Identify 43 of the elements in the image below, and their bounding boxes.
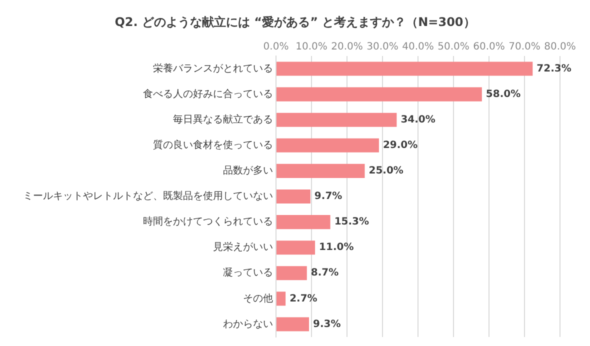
- y-tick-label: 質の良い食材を使っている: [153, 139, 273, 152]
- data-label: 29.0%: [382, 140, 418, 152]
- x-tick-label: 30.0%: [366, 42, 398, 53]
- y-tick-label: ミールキットやレトルトなど、既製品を使用していない: [23, 190, 273, 202]
- y-tick-label: 見栄えがいい: [213, 241, 273, 254]
- data-label: 34.0%: [400, 114, 436, 126]
- data-label: 58.0%: [486, 88, 521, 100]
- y-tick-label: その他: [243, 292, 273, 304]
- data-label: 25.0%: [368, 166, 404, 177]
- x-tick-label: 10.0%: [296, 42, 328, 53]
- data-label: 11.0%: [319, 242, 354, 254]
- y-tick-label: 品数が多い: [223, 164, 273, 177]
- data-label: 9.3%: [313, 318, 341, 330]
- bar: [276, 317, 310, 332]
- bar: [276, 189, 310, 204]
- data-label: 72.3%: [536, 63, 572, 74]
- x-tick-label: 20.0%: [331, 42, 363, 53]
- y-tick-label: 食べる人の好みに合っている: [143, 88, 273, 100]
- y-tick-label: 凝っている: [223, 266, 273, 279]
- x-tick-label: 80.0%: [544, 42, 576, 53]
- data-label: 9.7%: [314, 191, 342, 202]
- chart-title: Q2. どのような献立には “愛がある” と考えますか？（N=300）: [114, 14, 476, 31]
- bar: [276, 240, 316, 255]
- data-label: 8.7%: [310, 268, 339, 279]
- bar: [276, 62, 533, 76]
- y-tick-label: 毎日異なる献立である: [173, 113, 273, 126]
- data-label: 2.7%: [290, 293, 318, 304]
- y-tick-label: わからない: [223, 318, 273, 330]
- x-tick-label: 60.0%: [473, 42, 505, 53]
- bar: [276, 164, 365, 178]
- x-tick-label: 50.0%: [438, 42, 470, 53]
- y-tick-label: 栄養バランスがとれている: [153, 62, 273, 74]
- x-tick-label: 40.0%: [402, 42, 434, 53]
- bar: [276, 138, 379, 152]
- bar: [276, 292, 286, 306]
- bar: [276, 112, 397, 127]
- bar: [276, 87, 482, 102]
- data-label: 15.3%: [334, 216, 370, 228]
- x-tick-label: 0.0%: [263, 42, 289, 53]
- x-tick-label: 70.0%: [508, 42, 540, 53]
- bar: [276, 266, 307, 280]
- bar: [276, 215, 330, 230]
- y-tick-label: 時間をかけてつくられている: [143, 216, 273, 228]
